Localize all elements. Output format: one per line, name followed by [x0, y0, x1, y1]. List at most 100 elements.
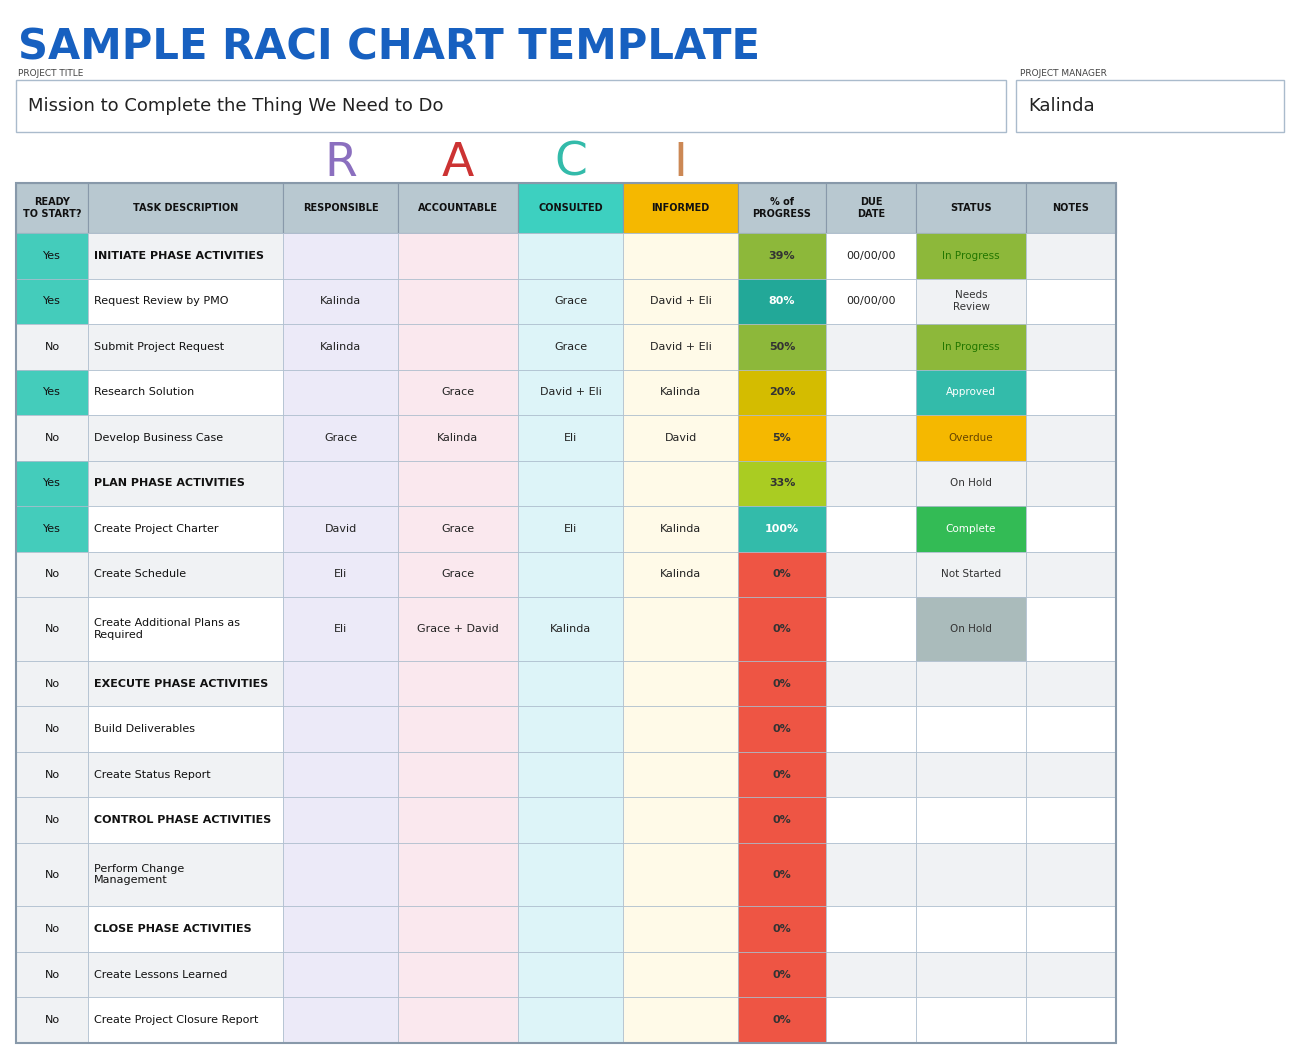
Bar — [517, 415, 623, 461]
Text: Create Project Closure Report: Create Project Closure Report — [94, 1016, 259, 1025]
Text: PLAN PHASE ACTIVITIES: PLAN PHASE ACTIVITIES — [94, 479, 244, 488]
Bar — [283, 752, 398, 797]
Bar — [1026, 506, 1115, 552]
Bar — [88, 952, 283, 998]
Bar — [517, 506, 623, 552]
Text: CLOSE PHASE ACTIVITIES: CLOSE PHASE ACTIVITIES — [94, 925, 252, 934]
Bar — [88, 279, 283, 324]
Bar — [623, 998, 738, 1043]
Bar — [16, 752, 88, 797]
Bar — [1026, 370, 1115, 415]
Bar — [623, 597, 738, 661]
Text: CONSULTED: CONSULTED — [538, 203, 603, 213]
Text: 0%: 0% — [772, 869, 792, 880]
Text: Kalinda: Kalinda — [660, 570, 701, 579]
Text: Create Lessons Learned: Create Lessons Learned — [94, 970, 228, 980]
Bar — [16, 797, 88, 843]
Bar — [88, 597, 283, 661]
Text: TASK DESCRIPTION: TASK DESCRIPTION — [133, 203, 238, 213]
Bar — [88, 183, 283, 233]
Bar — [283, 279, 398, 324]
Bar — [916, 952, 1026, 998]
Bar — [916, 661, 1026, 706]
Text: Kalinda: Kalinda — [320, 297, 361, 306]
Bar — [916, 415, 1026, 461]
Bar — [517, 461, 623, 506]
Text: Grace: Grace — [324, 433, 358, 443]
Text: PROJECT MANAGER: PROJECT MANAGER — [1020, 69, 1106, 77]
Bar — [826, 597, 916, 661]
Bar — [517, 597, 623, 661]
Bar — [738, 370, 826, 415]
Text: In Progress: In Progress — [942, 342, 1000, 352]
Text: CONTROL PHASE ACTIVITIES: CONTROL PHASE ACTIVITIES — [94, 815, 272, 825]
Bar — [398, 370, 517, 415]
Bar — [398, 661, 517, 706]
Bar — [16, 706, 88, 752]
Bar — [283, 907, 398, 952]
Bar — [738, 461, 826, 506]
Bar — [88, 907, 283, 952]
Bar — [398, 797, 517, 843]
Bar — [283, 183, 398, 233]
Text: No: No — [44, 724, 60, 734]
Text: Not Started: Not Started — [941, 570, 1001, 579]
Text: RESPONSIBLE: RESPONSIBLE — [303, 203, 378, 213]
Text: No: No — [44, 1016, 60, 1025]
Text: Create Additional Plans as
Required: Create Additional Plans as Required — [94, 618, 240, 640]
Bar — [283, 797, 398, 843]
Bar — [16, 461, 88, 506]
Bar — [738, 279, 826, 324]
Text: No: No — [44, 570, 60, 579]
Bar — [398, 952, 517, 998]
Bar — [826, 552, 916, 597]
Bar — [623, 843, 738, 907]
Bar — [916, 843, 1026, 907]
Bar — [738, 752, 826, 797]
Bar — [16, 370, 88, 415]
Bar — [88, 661, 283, 706]
Bar — [16, 506, 88, 552]
Text: No: No — [44, 869, 60, 880]
Text: 0%: 0% — [772, 770, 792, 779]
Bar — [283, 552, 398, 597]
Bar — [826, 998, 916, 1043]
Text: Overdue: Overdue — [949, 433, 993, 443]
Text: 80%: 80% — [768, 297, 796, 306]
Text: A: A — [442, 141, 474, 185]
Bar — [16, 998, 88, 1043]
Text: Eli: Eli — [334, 570, 347, 579]
Text: No: No — [44, 925, 60, 934]
Bar — [623, 370, 738, 415]
Bar — [88, 552, 283, 597]
Text: Approved: Approved — [946, 388, 996, 397]
Bar — [623, 797, 738, 843]
Bar — [1026, 183, 1115, 233]
Bar — [1026, 324, 1115, 370]
Bar — [16, 552, 88, 597]
Text: Kalinda: Kalinda — [660, 524, 701, 534]
Bar — [517, 706, 623, 752]
Text: Mission to Complete the Thing We Need to Do: Mission to Complete the Thing We Need to… — [29, 97, 443, 115]
Bar — [398, 907, 517, 952]
Bar — [826, 279, 916, 324]
Bar — [623, 952, 738, 998]
Text: On Hold: On Hold — [950, 479, 992, 488]
Text: 20%: 20% — [768, 388, 796, 397]
Bar — [623, 233, 738, 279]
Bar — [16, 324, 88, 370]
Text: 33%: 33% — [768, 479, 796, 488]
Bar — [16, 183, 1115, 1043]
Bar — [398, 183, 517, 233]
Bar — [283, 370, 398, 415]
Text: In Progress: In Progress — [942, 251, 1000, 261]
Bar — [16, 597, 88, 661]
Text: No: No — [44, 433, 60, 443]
Text: Eli: Eli — [334, 624, 347, 634]
Bar — [826, 907, 916, 952]
Bar — [738, 324, 826, 370]
Text: 0%: 0% — [772, 970, 792, 980]
Bar — [826, 370, 916, 415]
Bar — [517, 998, 623, 1043]
Text: 39%: 39% — [768, 251, 796, 261]
